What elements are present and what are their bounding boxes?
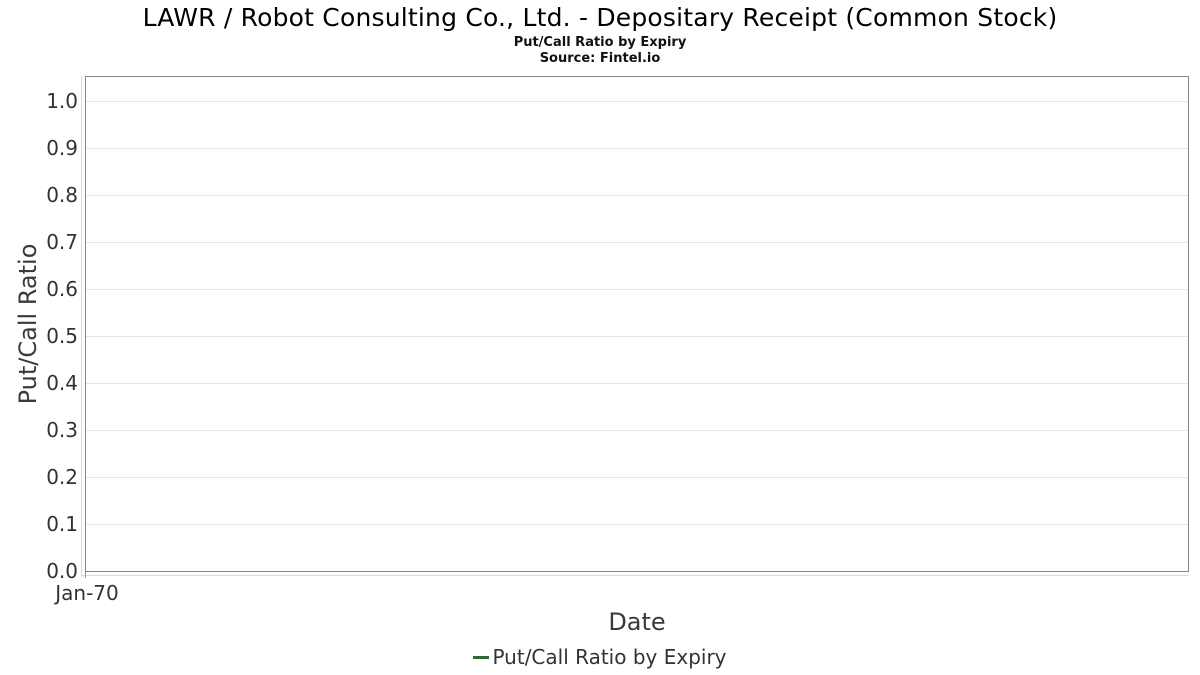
y-axis-tick-label: 0.0 — [46, 559, 78, 583]
gridline — [86, 524, 1188, 525]
y-axis-tick-label: 0.9 — [46, 136, 78, 160]
gridline — [86, 289, 1188, 290]
gridline — [86, 148, 1188, 149]
y-axis-tick-label: 0.1 — [46, 512, 78, 536]
x-axis-line — [81, 575, 1189, 576]
x-axis-tick-mark — [85, 572, 86, 578]
x-axis-title: Date — [608, 608, 666, 636]
gridline — [86, 336, 1188, 337]
y-axis-tick-label: 0.6 — [46, 277, 78, 301]
legend-item-put-call-ratio[interactable]: Put/Call Ratio by Expiry — [473, 645, 727, 669]
gridline — [86, 195, 1188, 196]
y-axis-tick-label: 0.3 — [46, 418, 78, 442]
y-axis-line — [81, 76, 82, 577]
gridline — [86, 383, 1188, 384]
chart-source: Source: Fintel.io — [539, 51, 661, 66]
gridline — [86, 430, 1188, 431]
gridline — [86, 101, 1188, 102]
legend-line-marker — [473, 655, 490, 659]
legend: Put/Call Ratio by Expiry — [0, 645, 1200, 669]
y-axis-tick-label: 0.2 — [46, 465, 78, 489]
y-axis-tick-label: 0.5 — [46, 324, 78, 348]
y-axis-tick-label: 0.4 — [46, 371, 78, 395]
legend-label: Put/Call Ratio by Expiry — [492, 645, 727, 669]
gridline — [86, 477, 1188, 478]
plot-area — [85, 76, 1189, 572]
gridline — [86, 242, 1188, 243]
chart-subtitle: Put/Call Ratio by Expiry — [513, 35, 687, 50]
y-axis-tick-label: 1.0 — [46, 89, 78, 113]
y-axis-tick-label: 0.8 — [46, 183, 78, 207]
y-axis-tick-label: 0.7 — [46, 230, 78, 254]
chart-title: LAWR / Robot Consulting Co., Ltd. - Depo… — [142, 3, 1058, 32]
x-axis-tick-label: Jan-70 — [55, 581, 119, 605]
